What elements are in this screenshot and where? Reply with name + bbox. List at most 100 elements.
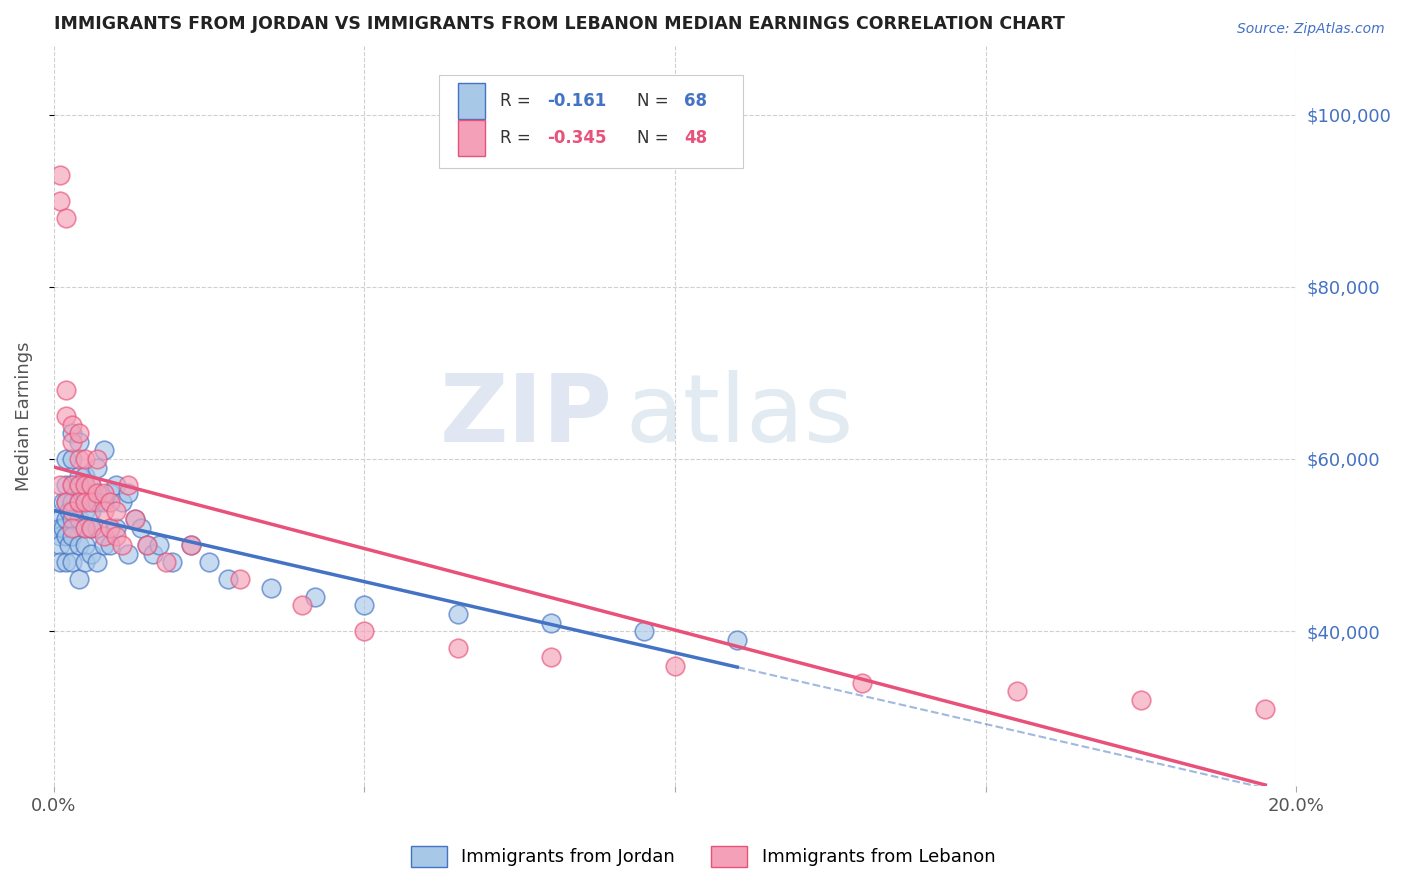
Point	[49, 194, 72, 208]
Point	[725, 632, 748, 647]
Point	[1005, 684, 1028, 698]
Point	[104, 529, 127, 543]
Point	[73, 555, 96, 569]
Point	[86, 460, 108, 475]
Point	[664, 658, 686, 673]
Point	[49, 477, 72, 491]
Point	[98, 538, 121, 552]
Point	[447, 641, 470, 656]
Point	[124, 512, 146, 526]
Point	[62, 477, 84, 491]
Point	[86, 486, 108, 500]
Point	[160, 555, 183, 569]
Point	[55, 529, 77, 543]
Point	[86, 555, 108, 569]
FancyBboxPatch shape	[458, 120, 485, 156]
Point	[58, 503, 80, 517]
Point	[80, 547, 103, 561]
Point	[80, 495, 103, 509]
Text: 48: 48	[683, 129, 707, 147]
Point	[52, 521, 75, 535]
Point	[851, 675, 873, 690]
Point	[633, 624, 655, 639]
Point	[55, 409, 77, 423]
Point	[353, 624, 375, 639]
Point	[62, 426, 84, 441]
Text: Source: ZipAtlas.com: Source: ZipAtlas.com	[1237, 22, 1385, 37]
Point	[49, 168, 72, 182]
Point	[52, 495, 75, 509]
Point	[62, 452, 84, 467]
Point	[67, 512, 90, 526]
Point	[155, 555, 177, 569]
Point	[148, 538, 170, 552]
Point	[73, 503, 96, 517]
Point	[129, 521, 152, 535]
Point	[73, 521, 96, 535]
Point	[62, 555, 84, 569]
Point	[55, 495, 77, 509]
Point	[540, 615, 562, 630]
Point	[49, 555, 72, 569]
Point	[62, 529, 84, 543]
FancyBboxPatch shape	[458, 84, 485, 119]
Point	[117, 547, 139, 561]
Text: R =: R =	[501, 129, 536, 147]
FancyBboxPatch shape	[439, 75, 744, 168]
Text: 68: 68	[683, 92, 707, 111]
Point	[104, 477, 127, 491]
Point	[62, 495, 84, 509]
Point	[117, 486, 139, 500]
Text: N =: N =	[637, 129, 673, 147]
Point	[73, 495, 96, 509]
Point	[62, 417, 84, 432]
Point	[67, 495, 90, 509]
Legend: Immigrants from Jordan, Immigrants from Lebanon: Immigrants from Jordan, Immigrants from …	[404, 838, 1002, 874]
Point	[55, 495, 77, 509]
Point	[136, 538, 159, 552]
Point	[86, 521, 108, 535]
Text: ZIP: ZIP	[440, 370, 613, 462]
Text: -0.345: -0.345	[547, 129, 606, 147]
Point	[304, 590, 326, 604]
Point	[49, 538, 72, 552]
Point	[1130, 693, 1153, 707]
Point	[80, 521, 103, 535]
Point	[67, 426, 90, 441]
Point	[49, 521, 72, 535]
Point	[93, 503, 115, 517]
Point	[67, 452, 90, 467]
Point	[86, 452, 108, 467]
Point	[98, 486, 121, 500]
Point	[73, 477, 96, 491]
Point	[93, 486, 115, 500]
Point	[67, 573, 90, 587]
Point	[55, 452, 77, 467]
Point	[1254, 701, 1277, 715]
Point	[180, 538, 202, 552]
Text: atlas: atlas	[626, 370, 853, 462]
Point	[62, 503, 84, 517]
Point	[93, 443, 115, 458]
Text: N =: N =	[637, 92, 673, 111]
Y-axis label: Median Earnings: Median Earnings	[15, 341, 32, 491]
Point	[104, 503, 127, 517]
Point	[80, 521, 103, 535]
Point	[80, 477, 103, 491]
Point	[49, 529, 72, 543]
Point	[73, 538, 96, 552]
Point	[229, 573, 252, 587]
Point	[58, 538, 80, 552]
Point	[62, 477, 84, 491]
Point	[86, 495, 108, 509]
Point	[55, 211, 77, 225]
Text: IMMIGRANTS FROM JORDAN VS IMMIGRANTS FROM LEBANON MEDIAN EARNINGS CORRELATION CH: IMMIGRANTS FROM JORDAN VS IMMIGRANTS FRO…	[53, 15, 1064, 33]
Point	[180, 538, 202, 552]
Point	[80, 503, 103, 517]
Point	[55, 512, 77, 526]
Point	[67, 538, 90, 552]
Point	[93, 538, 115, 552]
Point	[540, 650, 562, 665]
Point	[291, 599, 314, 613]
Point	[62, 434, 84, 449]
